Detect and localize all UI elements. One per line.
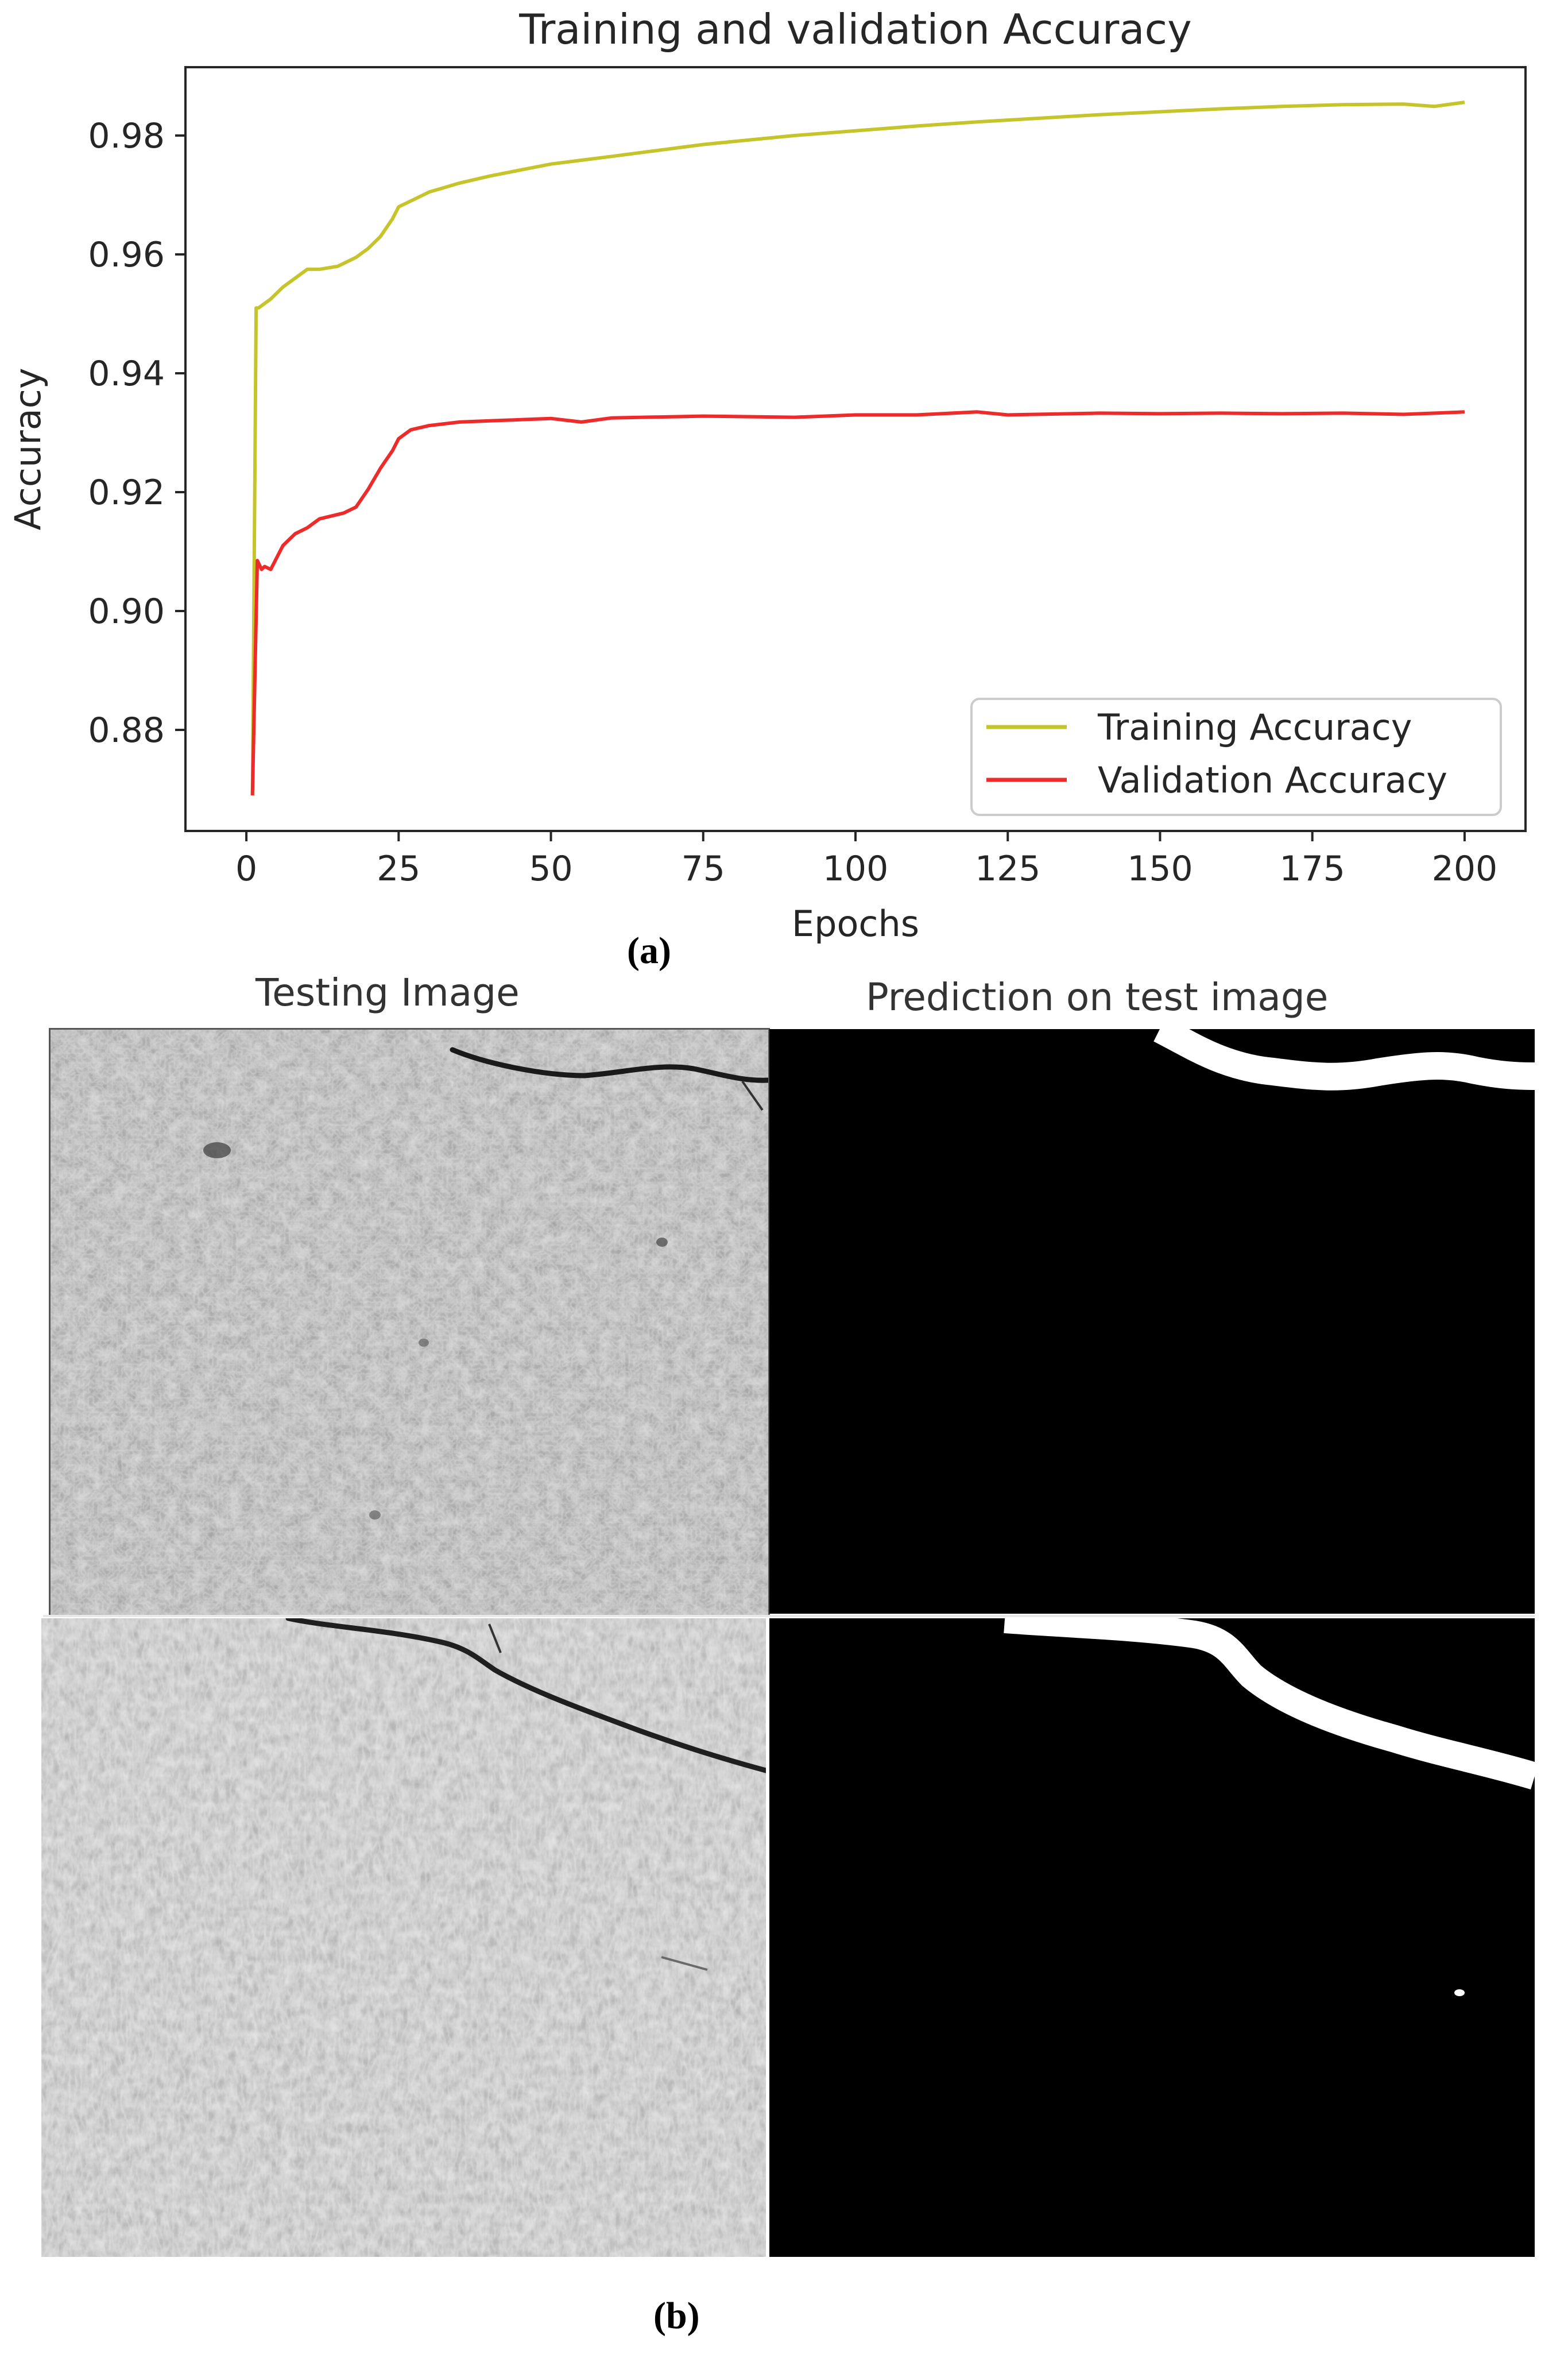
y-tick-label: 0.90 (88, 592, 165, 632)
caption-a: (a) (627, 930, 671, 972)
series-layer (250, 100, 1465, 795)
prediction-mask-1 (769, 1029, 1535, 1614)
x-ticks: 0 25 50 75 100 125 150 175 200 (235, 831, 1497, 889)
series-line-validation-accuracy (250, 410, 1465, 795)
concrete-texture-2 (41, 1618, 766, 2257)
predicted-crack-2 (1004, 1618, 1535, 1996)
tile-divider (43, 1615, 1535, 1617)
x-tick-label: 150 (1127, 849, 1193, 889)
caption-b: (b) (653, 2295, 700, 2337)
x-tick-label: 25 (377, 849, 420, 889)
series-line-training-accuracy (250, 100, 1465, 795)
legend-label-validation: Validation Accuracy (1098, 759, 1447, 801)
x-tick-label: 100 (823, 849, 889, 889)
concrete-texture-1 (51, 1030, 768, 1615)
chart-title: Training and validation Accuracy (518, 5, 1191, 53)
testing-image-1 (49, 1028, 770, 1617)
accuracy-chart: Training and validation Accuracy Epochs … (7, 5, 1527, 945)
y-tick-label: 0.88 (88, 710, 165, 751)
y-tick-label: 0.96 (88, 235, 165, 275)
y-tick-label: 0.92 (88, 473, 165, 513)
x-tick-label: 125 (975, 849, 1041, 889)
y-tick-label: 0.94 (88, 354, 165, 394)
y-tick-label: 0.98 (88, 116, 165, 156)
x-tick-label: 200 (1432, 849, 1498, 889)
x-tick-label: 175 (1279, 849, 1345, 889)
x-tick-label: 0 (235, 849, 257, 889)
prediction-title: Prediction on test image (866, 975, 1329, 1019)
testing-image-2 (41, 1618, 766, 2257)
y-ticks: 0.88 0.90 0.92 0.94 0.96 0.98 (88, 116, 185, 751)
x-tick-label: 50 (529, 849, 572, 889)
x-tick-label: 75 (682, 849, 725, 889)
crack-line-1 (450, 1047, 768, 1083)
legend-box (970, 698, 1502, 816)
y-axis-title: Accuracy (7, 368, 49, 530)
x-axis-title: Epochs (792, 903, 919, 945)
crack-line-2 (285, 1618, 766, 1773)
prediction-mask-2 (769, 1618, 1535, 2257)
legend-label-training: Training Accuracy (1097, 706, 1412, 748)
predicted-crack-1 (1153, 1029, 1535, 1091)
legend: Training Accuracy Validation Accuracy (970, 698, 1502, 816)
testing-image-title: Testing Image (255, 971, 520, 1015)
